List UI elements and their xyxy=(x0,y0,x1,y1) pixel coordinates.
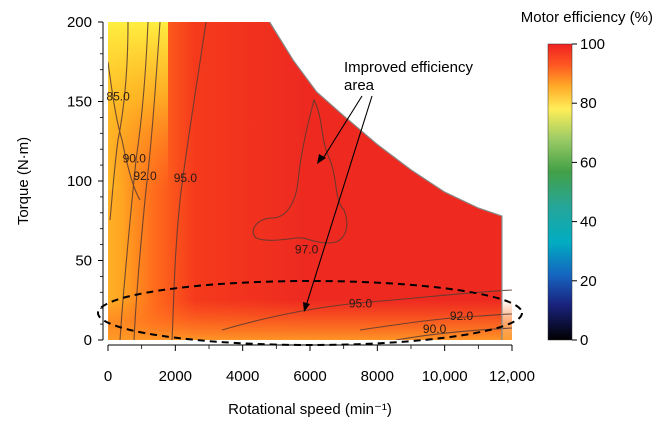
contour-label: 92.0 xyxy=(450,309,474,323)
contour-95-bottom xyxy=(221,289,512,331)
operating-region xyxy=(108,22,502,340)
annotation-arrowhead-upper xyxy=(317,154,326,164)
y-tick-label: 100 xyxy=(67,173,92,190)
improved-efficiency-annotation: Improved efficiency area xyxy=(97,59,523,346)
contour-90a xyxy=(109,22,129,221)
contour-label: 95.0 xyxy=(349,296,373,310)
x-axis-ticks: 0 2000 4000 6000 8000 10,000 12,000 xyxy=(104,345,535,385)
y-axis-ticks: 0 50 100 150 200 xyxy=(67,14,103,349)
contour-label: 90.0 xyxy=(123,152,147,166)
contour-95 xyxy=(171,22,207,340)
contour-97 xyxy=(252,98,348,244)
y-axis-label: Torque (N·m) xyxy=(15,137,32,225)
contour-label: 95.0 xyxy=(174,171,198,185)
contour-label: 97.0 xyxy=(295,242,319,256)
x-tick-label: 4000 xyxy=(226,368,259,385)
annotation-arrowhead-lower xyxy=(303,302,310,312)
colorbar-tick-label: 0 xyxy=(580,332,588,349)
contour-85 xyxy=(108,61,141,201)
contour-90b xyxy=(119,22,149,340)
annotation-arrow-lower xyxy=(305,95,373,307)
contour-92-bottom xyxy=(359,313,512,331)
contour-label: 90.0 xyxy=(423,322,447,336)
colorbar-tick-label: 100 xyxy=(580,36,605,53)
colorbar-tick-label: 60 xyxy=(580,154,597,171)
annotation-line2: area xyxy=(344,77,375,94)
contour-lines xyxy=(108,22,512,340)
colorbar: Motor efficiency (%) 0 20 40 60 80 100 xyxy=(521,9,653,349)
contour-92 xyxy=(133,22,161,340)
low-torque-highlight-ellipse xyxy=(97,280,523,346)
efficiency-map xyxy=(108,22,512,340)
x-tick-label: 6000 xyxy=(293,368,326,385)
x-tick-label: 10,000 xyxy=(422,368,468,385)
y-tick-label: 0 xyxy=(84,332,92,349)
colorbar-bar xyxy=(547,43,573,341)
x-tick-label: 8000 xyxy=(361,368,394,385)
x-axis-label: Rotational speed (min⁻¹) xyxy=(228,401,392,418)
contour-labels: 85.090.092.0 95.097.095.092.090.0 xyxy=(106,90,473,336)
low-efficiency-zone xyxy=(108,22,168,192)
annotation-arrow-upper xyxy=(321,95,363,161)
operating-boundary-line xyxy=(269,21,503,340)
contour-label: 92.0 xyxy=(133,169,157,183)
y-tick-label: 200 xyxy=(67,14,92,31)
colorbar-title: Motor efficiency (%) xyxy=(521,9,653,26)
contour-label: 85.0 xyxy=(106,90,130,104)
annotation-line1: Improved efficiency xyxy=(344,59,473,76)
colorbar-tick-label: 40 xyxy=(580,214,597,231)
colorbar-tick-label: 20 xyxy=(580,273,597,290)
y-tick-label: 150 xyxy=(67,94,92,111)
contour-90-bottom xyxy=(395,327,512,340)
colorbar-ticks: 0 20 40 60 80 100 xyxy=(572,36,605,349)
x-tick-label: 0 xyxy=(104,368,112,385)
y-tick-label: 50 xyxy=(75,253,92,270)
x-tick-label: 2000 xyxy=(159,368,192,385)
colorbar-tick-label: 80 xyxy=(580,95,597,112)
x-tick-label: 12,000 xyxy=(489,368,535,385)
